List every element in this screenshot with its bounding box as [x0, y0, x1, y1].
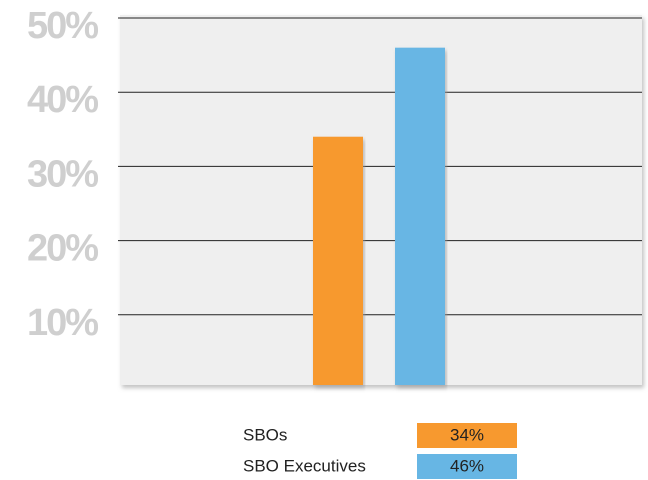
legend-swatch [417, 454, 517, 479]
legend-swatch [417, 423, 517, 448]
y-tick-label: 20% [27, 228, 98, 270]
legend-value: 34% [450, 425, 484, 444]
legend-label: SBOs [243, 425, 287, 444]
bar [395, 47, 445, 386]
y-tick-label: 50% [27, 5, 98, 47]
legend-value: 46% [450, 456, 484, 475]
y-tick-label: 30% [27, 153, 98, 195]
y-tick-label: 40% [27, 79, 98, 121]
bar [313, 136, 363, 385]
legend-label: SBO Executives [243, 456, 366, 475]
y-tick-label: 10% [27, 302, 98, 344]
plot-area [120, 15, 642, 385]
